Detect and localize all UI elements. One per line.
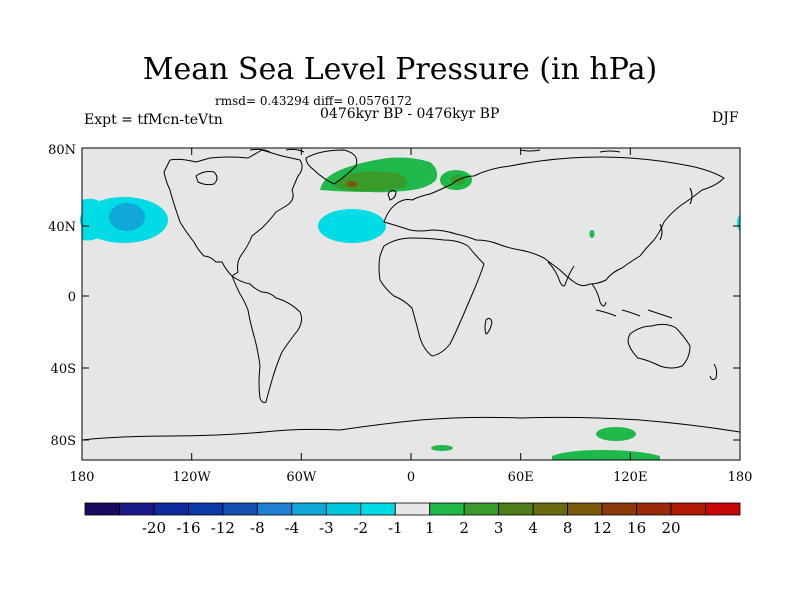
colorbar-swatch xyxy=(84,502,120,516)
colorbar-swatch xyxy=(705,502,741,516)
season-label: DJF xyxy=(712,110,739,126)
stats-label: rmsd= 0.43294 diff= 0.0576172 xyxy=(215,94,413,108)
colorbar-swatch xyxy=(394,502,431,516)
lat-label-80n: 80N xyxy=(48,143,76,158)
lat-ticks xyxy=(82,147,740,441)
colorbar-swatch xyxy=(291,502,327,516)
colorbar-label: 12 xyxy=(593,519,612,537)
colorbar-label: 8 xyxy=(563,519,573,537)
lon-label-60w: 60W xyxy=(286,470,317,485)
lon-labels: 180 120W 60W 0 60E 120E 180 xyxy=(70,470,753,485)
lon-ticks xyxy=(81,148,741,460)
anomaly-asia-spot xyxy=(589,230,595,238)
colorbar-label: 1 xyxy=(425,519,435,537)
colorbar-swatch xyxy=(670,502,706,516)
colorbar-swatch xyxy=(532,502,569,516)
colorbar-label: -4 xyxy=(285,519,300,537)
colorbar-swatch xyxy=(498,502,534,516)
colorbar-swatch xyxy=(153,502,189,516)
anomaly-north-pacific-low-core xyxy=(109,203,145,231)
colorbar-label: -20 xyxy=(142,519,166,537)
colorbar-label: 2 xyxy=(459,519,469,537)
lon-label-60e: 60E xyxy=(508,470,534,485)
lat-label-40s: 40S xyxy=(51,362,76,377)
anomaly-mid-atlantic-low xyxy=(318,209,386,243)
lat-label-80s: 80S xyxy=(51,434,76,449)
colorbar-label: 16 xyxy=(627,519,646,537)
coastlines xyxy=(81,148,741,441)
colorbar-label: -16 xyxy=(176,519,200,537)
colorbar-swatch xyxy=(222,502,258,516)
colorbar-swatch xyxy=(256,502,293,516)
lon-label-180e: 180 xyxy=(728,470,753,485)
anomaly-shading xyxy=(80,157,740,460)
colorbar-labels: -20 -16 -12 -8 -4 -3 -2 -1 1 2 3 4 8 12 16 20 xyxy=(142,519,681,537)
colorbar-label: 20 xyxy=(662,519,681,537)
colorbar-label: -1 xyxy=(388,519,403,537)
colorbar-label: -8 xyxy=(250,519,265,537)
colorbar-label: -2 xyxy=(353,519,368,537)
colorbar-label: 4 xyxy=(528,519,538,537)
lon-label-180w: 180 xyxy=(70,470,95,485)
map-title: Mean Sea Level Pressure (in hPa) xyxy=(142,52,658,87)
colorbar-swatch xyxy=(119,502,155,516)
anomaly-antarctic-band xyxy=(552,450,660,460)
lon-label-120e: 120E xyxy=(613,470,647,485)
lon-label-0: 0 xyxy=(407,470,415,485)
anomaly-north-pacific-edge xyxy=(82,198,102,241)
colorbar-swatch xyxy=(325,502,362,516)
experiment-label: Expt = tfMcn-teVtn xyxy=(84,112,223,128)
anomaly-greenland-high-peak xyxy=(346,181,358,187)
colorbar-label: 3 xyxy=(494,519,504,537)
period-label: 0476kyr BP - 0476kyr BP xyxy=(320,106,500,122)
anomaly-antarctic-high-east xyxy=(596,427,636,441)
colorbar-swatch xyxy=(463,502,500,516)
anomaly-antarctic-small xyxy=(431,445,453,451)
colorbar-label: -12 xyxy=(211,519,235,537)
map-background xyxy=(82,148,740,460)
colorbar-swatch xyxy=(360,502,396,516)
colorbar xyxy=(84,502,741,516)
lat-label-40n: 40N xyxy=(48,220,76,235)
lon-label-120w: 120W xyxy=(173,470,212,485)
colorbar-label: -3 xyxy=(319,519,334,537)
lat-labels: 80N 40N 0 40S 80S xyxy=(48,143,76,449)
colorbar-swatch xyxy=(188,502,224,516)
anomaly-east-edge-low xyxy=(737,214,740,232)
colorbar-swatch xyxy=(636,502,672,516)
lat-label-0: 0 xyxy=(68,290,76,305)
colorbar-swatch xyxy=(601,502,637,516)
colorbar-swatch xyxy=(429,502,465,516)
colorbar-swatch xyxy=(567,502,603,516)
